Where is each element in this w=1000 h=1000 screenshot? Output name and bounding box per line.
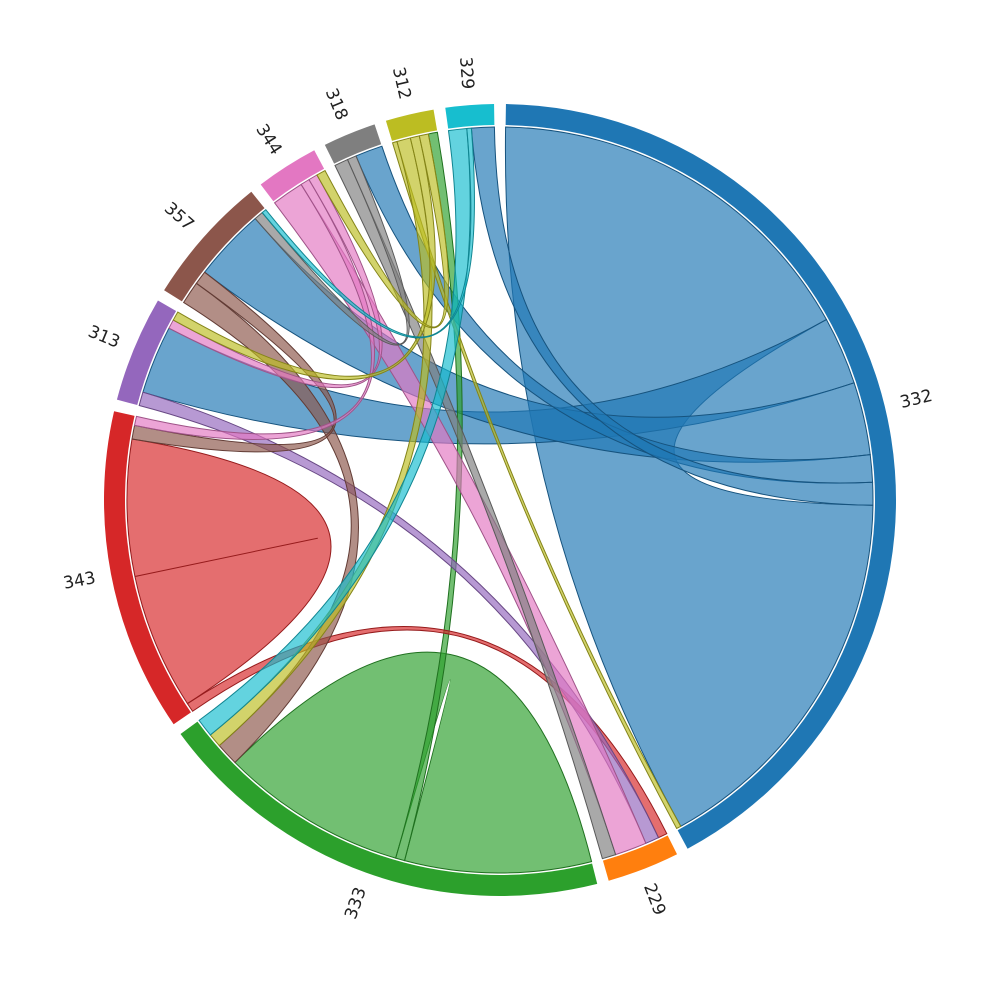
group-arc-343[interactable] [103,411,191,725]
ribbon-318-to-357[interactable] [254,155,410,346]
group-label-318: 318 [321,86,352,124]
group-label-329: 329 [455,56,477,90]
ribbon-344-to-343[interactable] [133,178,375,440]
group-label-344: 344 [251,121,285,159]
ribbon-332-to-332[interactable] [504,126,874,827]
ribbon-329-to-333[interactable] [198,127,471,736]
group-arc-357[interactable] [164,191,265,302]
group-label-357: 357 [160,198,198,234]
group-arc-318[interactable] [324,124,382,164]
group-label-332: 332 [898,386,934,413]
ribbon-344-to-313[interactable] [168,174,383,389]
group-label-313: 313 [85,322,123,353]
group-label-312: 312 [388,65,415,101]
group-arc-329[interactable] [445,104,495,129]
group-labels-layer: 332 229 333 343 313 357 344 318 312 329 [62,56,935,922]
ribbon-357-to-343[interactable] [131,271,337,453]
ribbon-312-to-344[interactable] [316,133,449,329]
group-label-333: 333 [341,885,371,922]
group-arc-313[interactable] [116,300,177,405]
ribbon-329-to-357[interactable] [261,127,475,339]
group-arc-312[interactable] [385,109,438,141]
group-arc-344[interactable] [260,150,325,202]
ribbon-343-to-343[interactable] [126,438,332,705]
ribbon-312-to-332[interactable] [391,140,682,830]
ribbons-layer [126,126,874,874]
group-arc-229[interactable] [602,835,678,881]
ribbon-312-to-313[interactable] [172,135,436,381]
group-arcs-layer [103,104,897,897]
group-label-343: 343 [62,568,98,594]
group-label-229: 229 [639,881,669,918]
group-arc-333[interactable] [180,721,598,897]
